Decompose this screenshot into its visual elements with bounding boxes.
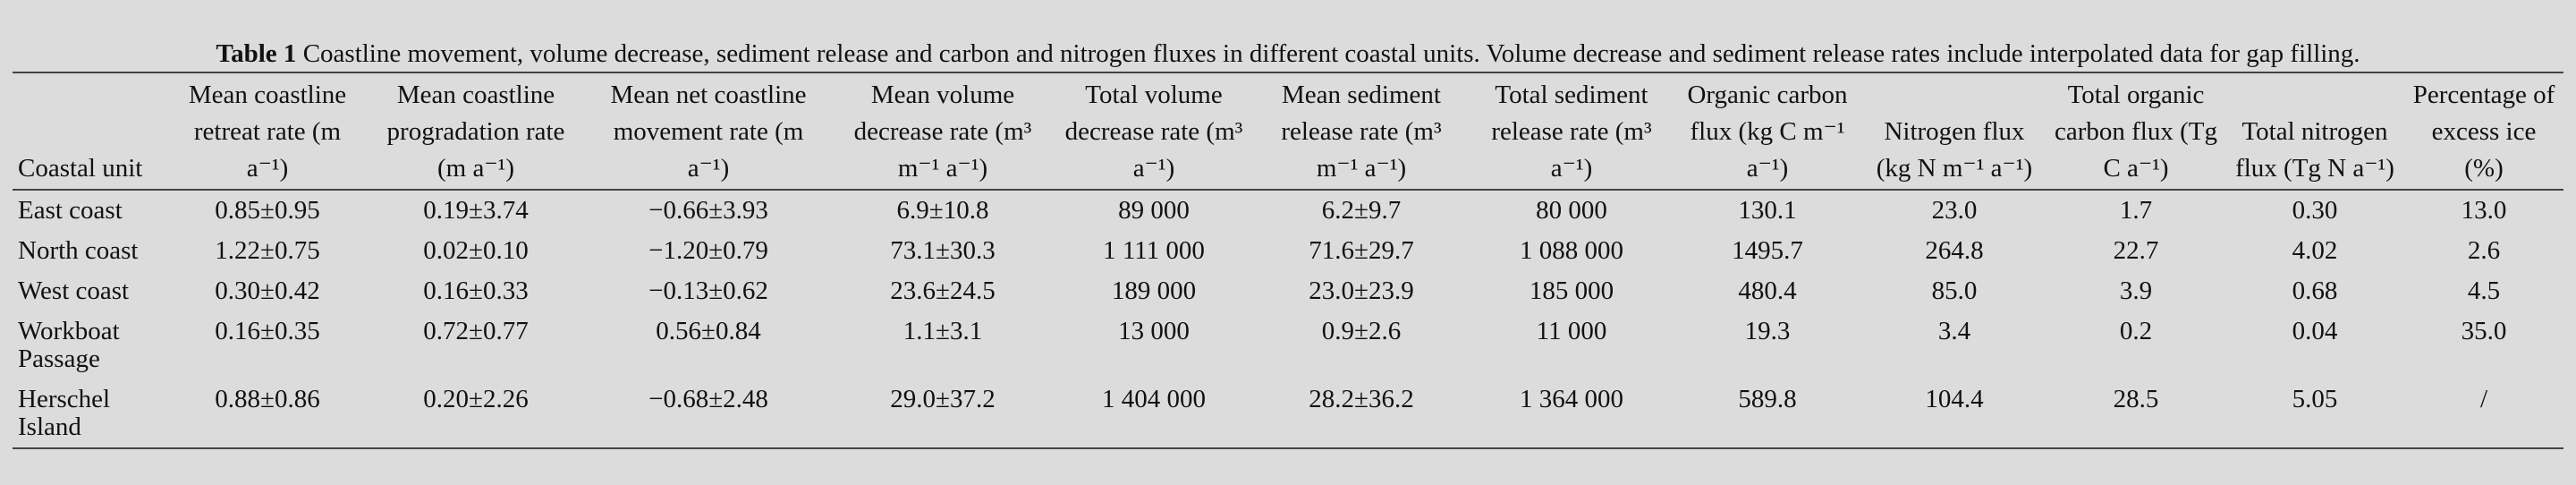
cell-total-sediment-release: 11 000: [1536, 317, 1607, 345]
cell-mean-volume-decrease: 6.9±10.8: [896, 196, 989, 225]
cell-total-sediment-release: 1 088 000: [1520, 236, 1623, 265]
cell-net-movement-rate: −1.20±0.79: [648, 236, 768, 265]
cell-total-volume-decrease: 13 000: [1118, 317, 1190, 345]
cell-coastal-unit: Herschel Island: [18, 385, 111, 441]
cell-net-movement-rate: −0.13±0.62: [648, 277, 768, 305]
header-row: Coastal unit Mean coastline retreat rate…: [13, 73, 2563, 191]
cell-retreat-rate: 1.22±0.75: [215, 236, 320, 265]
cell-total-nitrogen-flux: 0.68: [2292, 277, 2338, 305]
table-row: North coast 1.22±0.75 0.02±0.10 −1.20±0.…: [13, 231, 2563, 271]
cell-organic-carbon-flux: 480.4: [1738, 277, 1797, 305]
cell-nitrogen-flux: 85.0: [1931, 277, 1978, 305]
cell-total-organic-carbon-flux: 3.9: [2119, 277, 2153, 305]
cell-total-nitrogen-flux: 5.05: [2292, 385, 2338, 413]
cell-total-sediment-release: 1 364 000: [1520, 385, 1623, 413]
cell-retreat-rate: 0.85±0.95: [215, 196, 320, 225]
caption-text: Coastline movement, volume decrease, sed…: [296, 39, 2360, 68]
cell-excess-ice: 2.6: [2467, 236, 2501, 265]
cell-mean-sediment-release: 28.2±36.2: [1309, 385, 1414, 413]
cell-progradation-rate: 0.19±3.74: [423, 196, 529, 225]
cell-total-volume-decrease: 1 404 000: [1102, 385, 1206, 413]
cell-retreat-rate: 0.88±0.86: [215, 385, 320, 413]
col-header-net-movement-rate: Mean net coastline movement rate (m a⁻¹): [587, 73, 830, 191]
data-table: Coastal unit Mean coastline retreat rate…: [13, 72, 2563, 449]
table-row: East coast 0.85±0.95 0.19±3.74 −0.66±3.9…: [13, 191, 2563, 231]
cell-mean-sediment-release: 23.0±23.9: [1309, 277, 1414, 305]
col-header-coastal-unit: Coastal unit: [13, 73, 170, 191]
cell-coastal-unit: Workboat Passage: [18, 317, 120, 373]
cell-total-volume-decrease: 1 111 000: [1103, 236, 1205, 265]
col-header-mean-volume-decrease: Mean volume decrease rate (m³ m⁻¹ a⁻¹): [830, 73, 1055, 191]
cell-mean-volume-decrease: 73.1±30.3: [890, 236, 996, 265]
cell-progradation-rate: 0.02±0.10: [423, 236, 529, 265]
cell-total-sediment-release: 185 000: [1529, 277, 1614, 305]
col-header-total-volume-decrease: Total volume decrease rate (m³ a⁻¹): [1055, 73, 1252, 191]
cell-nitrogen-flux: 3.4: [1937, 317, 1971, 345]
cell-mean-sediment-release: 71.6±29.7: [1309, 236, 1414, 265]
cell-organic-carbon-flux: 589.8: [1738, 385, 1797, 413]
cell-net-movement-rate: −0.66±3.93: [648, 196, 768, 225]
cell-excess-ice: 13.0: [2461, 196, 2507, 225]
cell-excess-ice: 4.5: [2467, 277, 2501, 305]
cell-total-nitrogen-flux: 4.02: [2292, 236, 2338, 265]
cell-net-movement-rate: 0.56±0.84: [656, 317, 761, 345]
col-header-total-sediment-release: Total sediment release rate (m³ a⁻¹): [1470, 73, 1673, 191]
cell-total-organic-carbon-flux: 28.5: [2113, 385, 2159, 413]
cell-total-organic-carbon-flux: 1.7: [2119, 196, 2153, 225]
cell-total-nitrogen-flux: 0.04: [2292, 317, 2338, 345]
cell-retreat-rate: 0.16±0.35: [215, 317, 320, 345]
table-row: West coast 0.30±0.42 0.16±0.33 −0.13±0.6…: [13, 271, 2563, 311]
cell-progradation-rate: 0.20±2.26: [423, 385, 529, 413]
col-header-retreat-rate: Mean coastline retreat rate (m a⁻¹): [170, 73, 365, 191]
cell-total-sediment-release: 80 000: [1536, 196, 1607, 225]
cell-net-movement-rate: −0.68±2.48: [648, 385, 768, 413]
cell-nitrogen-flux: 104.4: [1925, 385, 1984, 413]
cell-mean-sediment-release: 0.9±2.6: [1321, 317, 1402, 345]
cell-progradation-rate: 0.72±0.77: [423, 317, 529, 345]
cell-total-volume-decrease: 89 000: [1118, 196, 1190, 225]
col-header-organic-carbon-flux: Organic carbon flux (kg C m⁻¹ a⁻¹): [1673, 73, 1862, 191]
cell-nitrogen-flux: 23.0: [1931, 196, 1978, 225]
cell-coastal-unit: East coast: [18, 196, 123, 225]
table-row: Herschel Island 0.88±0.86 0.20±2.26 −0.6…: [13, 379, 2563, 447]
cell-total-organic-carbon-flux: 22.7: [2113, 236, 2159, 265]
cell-total-nitrogen-flux: 0.30: [2292, 196, 2338, 225]
cell-organic-carbon-flux: 1495.7: [1732, 236, 1803, 265]
table-caption: Table 1 Coastline movement, volume decre…: [13, 0, 2563, 70]
cell-coastal-unit: West coast: [18, 277, 130, 305]
cell-total-organic-carbon-flux: 0.2: [2119, 317, 2153, 345]
cell-retreat-rate: 0.30±0.42: [215, 277, 320, 305]
cell-mean-volume-decrease: 29.0±37.2: [890, 385, 996, 413]
cell-mean-sediment-release: 6.2±9.7: [1321, 196, 1402, 225]
cell-excess-ice: /: [2479, 385, 2488, 413]
col-header-progradation-rate: Mean coastline progradation rate (m a⁻¹): [365, 73, 587, 191]
cell-organic-carbon-flux: 19.3: [1744, 317, 1791, 345]
cell-progradation-rate: 0.16±0.33: [423, 277, 529, 305]
col-header-mean-sediment-release: Mean sediment release rate (m³ m⁻¹ a⁻¹): [1252, 73, 1470, 191]
cell-organic-carbon-flux: 130.1: [1738, 196, 1797, 225]
caption-label: Table 1: [216, 39, 297, 68]
cell-mean-volume-decrease: 23.6±24.5: [890, 277, 996, 305]
table-row: Workboat Passage 0.16±0.35 0.72±0.77 0.5…: [13, 311, 2563, 379]
cell-coastal-unit: North coast: [18, 236, 139, 265]
col-header-excess-ice: Percentage of excess ice (%): [2404, 73, 2563, 191]
cell-nitrogen-flux: 264.8: [1925, 236, 1984, 265]
table-figure: Table 1 Coastline movement, volume decre…: [13, 0, 2563, 449]
col-header-total-nitrogen-flux: Total nitrogen flux (Tg N a⁻¹): [2225, 73, 2404, 191]
col-header-nitrogen-flux: Nitrogen flux (kg N m⁻¹ a⁻¹): [1862, 73, 2046, 191]
cell-total-volume-decrease: 189 000: [1111, 277, 1197, 305]
cell-mean-volume-decrease: 1.1±3.1: [902, 317, 983, 345]
cell-excess-ice: 35.0: [2461, 317, 2507, 345]
col-header-total-organic-carbon-flux: Total organic carbon flux (Tg C a⁻¹): [2046, 73, 2225, 191]
